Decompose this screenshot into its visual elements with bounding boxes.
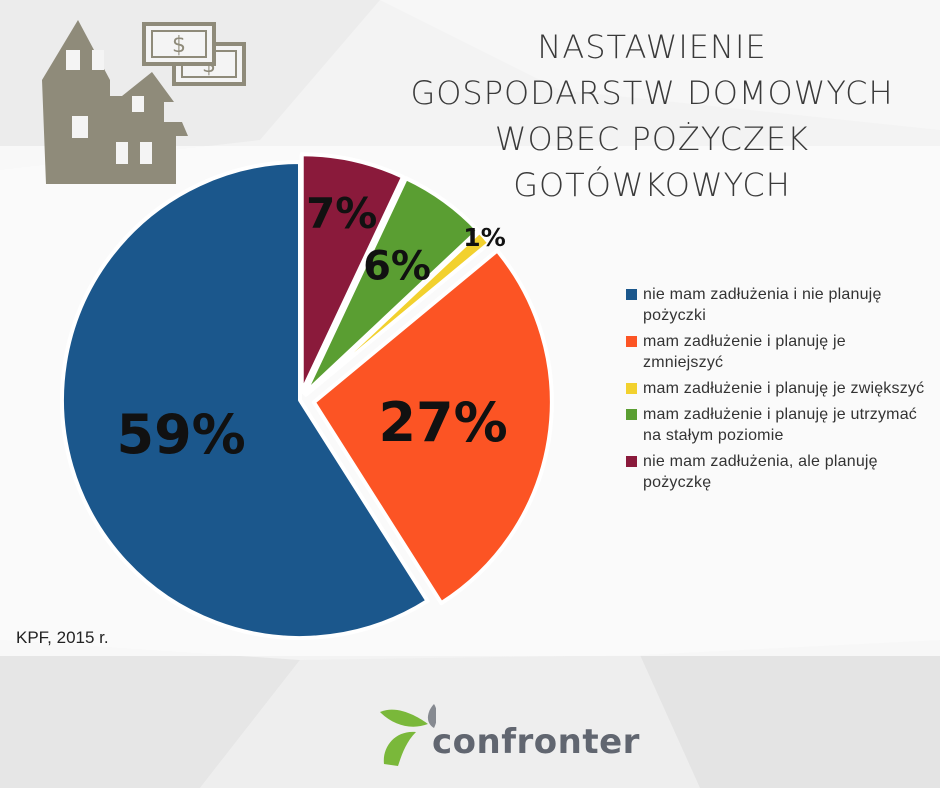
bill-frame <box>151 30 207 58</box>
legend-item: mam zadłużenie i planuję je zmniejszyć <box>626 331 926 373</box>
pie-slice <box>311 248 554 606</box>
legend-swatch <box>626 456 637 467</box>
chart-title: NASTAWIENIE GOSPODARSTW DOMOWYCH WOBEC P… <box>372 24 932 208</box>
title-line: GOTÓWKOWYCH <box>513 166 791 204</box>
legend-item: mam zadłużenie i planuję je utrzymać na … <box>626 404 926 446</box>
pie-chart: 7% 6% 1% 27% 59% <box>60 152 554 640</box>
slice-label: 7% <box>306 189 377 238</box>
legend-label: mam zadłużenie i planuję je utrzymać na … <box>643 406 917 444</box>
pie-slice <box>304 229 492 397</box>
legend-item: mam zadłużenie i planuję je zwiększyć <box>626 378 926 399</box>
legend-item: nie mam zadłużenia, ale planuję pożyczkę <box>626 451 926 493</box>
house-window <box>66 50 80 70</box>
house-window <box>92 50 104 70</box>
money-icon: $$ <box>142 22 246 86</box>
legend-label: mam zadłużenie i planuję je zwiększyć <box>643 380 925 397</box>
logo-leaf <box>380 709 428 727</box>
house-window <box>140 142 152 164</box>
dollar-sign: $ <box>172 33 186 58</box>
house-window <box>72 116 88 138</box>
legend-swatch <box>626 289 637 300</box>
chart-legend: nie mam zadłużenia i nie planuję pożyczk… <box>626 284 926 498</box>
title-line: WOBEC POŻYCZEK <box>494 120 810 158</box>
slice-label: 6% <box>363 243 431 289</box>
legend-swatch <box>626 409 637 420</box>
legend-item: nie mam zadłużenia i nie planuję pożyczk… <box>626 284 926 326</box>
pie-slice <box>60 160 430 640</box>
slice-label: 1% <box>463 223 505 252</box>
legend-swatch <box>626 383 637 394</box>
house-icon <box>42 20 188 184</box>
slice-label: 59% <box>117 403 246 466</box>
source-note: KPF, 2015 r. <box>16 628 109 647</box>
title-line: GOSPODARSTW DOMOWYCH <box>410 74 894 112</box>
confronter-logo-icon <box>380 704 436 766</box>
logo-leaf <box>428 704 436 728</box>
title-line: NASTAWIENIE <box>537 28 767 66</box>
legend-label: nie mam zadłużenia, ale planuję pożyczkę <box>643 453 878 491</box>
legend-label: nie mam zadłużenia i nie planuję pożyczk… <box>643 286 882 324</box>
legend-label: mam zadłużenie i planuję je zmniejszyć <box>643 333 846 371</box>
logo-leaf <box>383 731 416 766</box>
brand-name: confronter <box>432 722 640 762</box>
pie-slice <box>299 152 406 395</box>
house-window <box>116 142 128 164</box>
slice-label: 27% <box>378 391 507 454</box>
house-window <box>132 96 144 112</box>
legend-swatch <box>626 336 637 347</box>
